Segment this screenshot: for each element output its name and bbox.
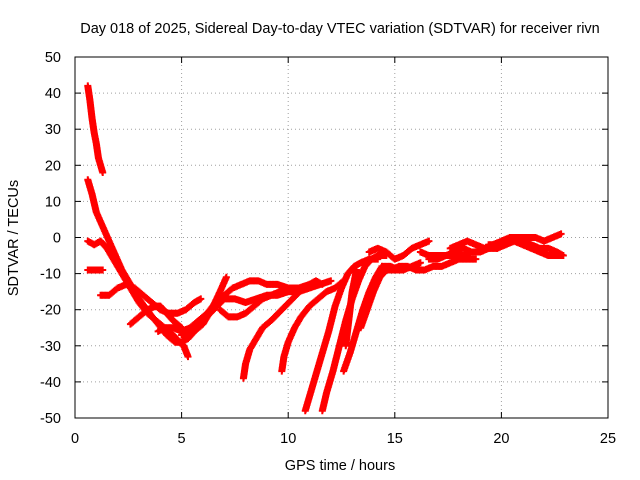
y-tick-label: 0 [53,231,61,247]
data-point [327,277,335,285]
series-arc [493,237,567,260]
data-point [416,259,424,267]
data-point [352,266,360,274]
data-points [84,82,567,415]
data-point [559,252,567,260]
x-axis-label: GPS time / hours [285,458,395,474]
x-tick-label: 15 [387,431,403,447]
series-arc [84,237,192,361]
data-point [425,237,433,245]
y-axis-label: SDTVAR / TECUs [6,180,22,296]
data-point [197,295,205,303]
y-tick-label: -50 [40,411,61,427]
data-point [472,255,480,263]
series-arc [84,266,107,274]
data-point [99,169,107,177]
y-tick-label: 30 [45,122,61,138]
data-point [184,353,192,361]
data-point [99,266,107,274]
x-tick-label: 5 [178,431,186,447]
y-tick-label: 40 [45,86,61,102]
chart-title: Day 018 of 2025, Sidereal Day-to-day VTE… [80,21,600,37]
series-arc [278,277,348,375]
y-tick-label: 50 [45,50,61,66]
data-point [306,280,314,288]
y-tick-label: 10 [45,194,61,210]
x-tick-label: 20 [493,431,509,447]
y-tick-label: -20 [40,303,61,319]
y-tick-label: -10 [40,267,61,283]
x-tick-label: 25 [600,431,616,447]
axis-ticks: 0 5 10 15 20 25 -50 -40 -30 -20 -10 0 10 20 30 40 50 [40,50,616,447]
x-tick-label: 0 [71,431,79,447]
data-point [222,273,230,281]
x-tick-label: 10 [280,431,296,447]
series-arc [365,237,433,263]
y-tick-label: 20 [45,158,61,174]
series-arc [342,266,360,350]
data-point [557,230,565,238]
y-tick-label: -40 [40,375,61,391]
series-arc [239,280,314,382]
series-arc [84,82,107,177]
y-tick-label: -30 [40,339,61,355]
